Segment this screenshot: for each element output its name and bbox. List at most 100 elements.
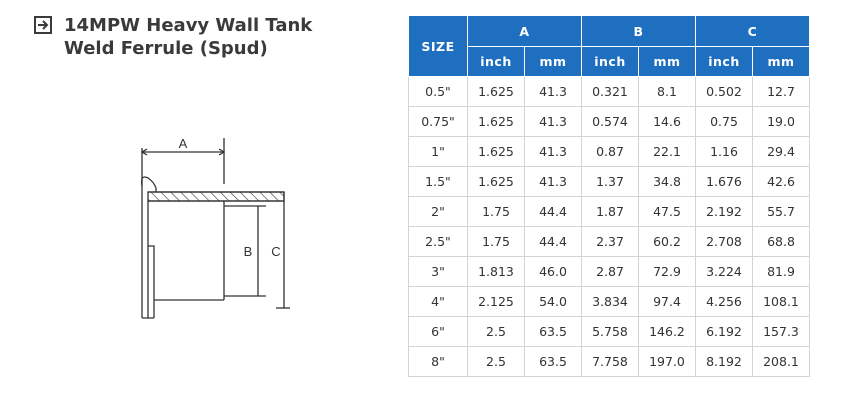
table-cell: 63.5 xyxy=(524,316,582,347)
size-cell: 6" xyxy=(408,316,468,347)
table-cell: 7.758 xyxy=(581,346,639,377)
table-cell: 14.6 xyxy=(638,106,696,137)
size-cell: 4" xyxy=(408,286,468,317)
unit-header: inch xyxy=(581,46,639,77)
table-cell: 29.4 xyxy=(752,136,810,167)
size-cell: 1.5" xyxy=(408,166,468,197)
table-cell: 2.37 xyxy=(581,226,639,257)
table-cell: 41.3 xyxy=(524,136,582,167)
table-row: 3" 1.813 46.0 2.87 72.9 3.224 81.9 xyxy=(408,256,810,287)
table-body: 0.5" 1.625 41.3 0.321 8.1 0.502 12.7 0.75" 1.625… xyxy=(408,76,810,377)
table-cell: 1.75 xyxy=(467,196,525,227)
table-cell: 63.5 xyxy=(524,346,582,377)
table-cell: 60.2 xyxy=(638,226,696,257)
table-cell: 6.192 xyxy=(695,316,753,347)
table-cell: 0.574 xyxy=(581,106,639,137)
table-cell: 34.8 xyxy=(638,166,696,197)
unit-header: mm xyxy=(638,46,696,77)
table-row: 0.75" 1.625 41.3 0.574 14.6 0.75 19.0 xyxy=(408,106,810,137)
table-cell: 97.4 xyxy=(638,286,696,317)
table-row: 2" 1.75 44.4 1.87 47.5 2.192 55.7 xyxy=(408,196,810,227)
unit-header: mm xyxy=(752,46,810,77)
table-cell: 0.502 xyxy=(695,76,753,107)
size-cell: 0.75" xyxy=(408,106,468,137)
table-cell: 1.676 xyxy=(695,166,753,197)
table-row: 4" 2.125 54.0 3.834 97.4 4.256 108.1 xyxy=(408,286,810,317)
table-cell: 2.87 xyxy=(581,256,639,287)
table-cell: 2.125 xyxy=(467,286,525,317)
arrow-right-icon xyxy=(34,16,52,34)
table-cell: 1.813 xyxy=(467,256,525,287)
size-cell: 1" xyxy=(408,136,468,167)
table-cell: 3.224 xyxy=(695,256,753,287)
table-cell: 41.3 xyxy=(524,106,582,137)
table-cell: 2.5 xyxy=(467,346,525,377)
table-row: 1.5" 1.625 41.3 1.37 34.8 1.676 42.6 xyxy=(408,166,810,197)
table-row: 8" 2.5 63.5 7.758 197.0 8.192 208.1 xyxy=(408,346,810,377)
size-cell: 3" xyxy=(408,256,468,287)
table-row: 2.5" 1.75 44.4 2.37 60.2 2.708 68.8 xyxy=(408,226,810,257)
unit-header: mm xyxy=(524,46,582,77)
table-row: 1" 1.625 41.3 0.87 22.1 1.16 29.4 xyxy=(408,136,810,167)
table-cell: 42.6 xyxy=(752,166,810,197)
table-cell: 108.1 xyxy=(752,286,810,317)
table-cell: 0.321 xyxy=(581,76,639,107)
table-cell: 2.5 xyxy=(467,316,525,347)
table-cell: 146.2 xyxy=(638,316,696,347)
dimension-a-label: A xyxy=(179,136,188,151)
table-cell: 68.8 xyxy=(752,226,810,257)
table-cell: 1.16 xyxy=(695,136,753,167)
dimension-c-label: C xyxy=(271,244,280,259)
table-cell: 8.1 xyxy=(638,76,696,107)
size-cell: 2.5" xyxy=(408,226,468,257)
table-cell: 0.87 xyxy=(581,136,639,167)
group-header-c: C xyxy=(695,15,810,47)
table-cell: 1.75 xyxy=(467,226,525,257)
table-cell: 44.4 xyxy=(524,196,582,227)
table-cell: 22.1 xyxy=(638,136,696,167)
title-line-1: 14MPW Heavy Wall Tank xyxy=(64,15,313,36)
table-cell: 1.625 xyxy=(467,106,525,137)
ferrule-diagram: A B C xyxy=(126,128,306,332)
table-cell: 41.3 xyxy=(524,76,582,107)
table-cell: 46.0 xyxy=(524,256,582,287)
table-cell: 1.625 xyxy=(467,136,525,167)
table-cell: 4.256 xyxy=(695,286,753,317)
table-cell: 47.5 xyxy=(638,196,696,227)
table-cell: 19.0 xyxy=(752,106,810,137)
table-cell: 72.9 xyxy=(638,256,696,287)
product-heading: 14MPW Heavy Wall Tank Weld Ferrule (Spud… xyxy=(34,14,312,60)
table-row: 0.5" 1.625 41.3 0.321 8.1 0.502 12.7 xyxy=(408,76,810,107)
table-cell: 2.708 xyxy=(695,226,753,257)
table-cell: 1.87 xyxy=(581,196,639,227)
size-cell: 0.5" xyxy=(408,76,468,107)
table-cell: 54.0 xyxy=(524,286,582,317)
dimension-b-label: B xyxy=(244,244,253,259)
unit-header: inch xyxy=(695,46,753,77)
table-cell: 208.1 xyxy=(752,346,810,377)
size-cell: 8" xyxy=(408,346,468,377)
table-cell: 3.834 xyxy=(581,286,639,317)
table-cell: 157.3 xyxy=(752,316,810,347)
table-cell: 41.3 xyxy=(524,166,582,197)
table-cell: 1.625 xyxy=(467,166,525,197)
group-header-a: A xyxy=(467,15,582,47)
table-cell: 55.7 xyxy=(752,196,810,227)
table-cell: 12.7 xyxy=(752,76,810,107)
size-cell: 2" xyxy=(408,196,468,227)
table-cell: 197.0 xyxy=(638,346,696,377)
table-cell: 2.192 xyxy=(695,196,753,227)
table-cell: 1.37 xyxy=(581,166,639,197)
table-row: 6" 2.5 63.5 5.758 146.2 6.192 157.3 xyxy=(408,316,810,347)
title-line-2: Weld Ferrule (Spud) xyxy=(64,38,268,59)
table-cell: 5.758 xyxy=(581,316,639,347)
unit-header: inch xyxy=(467,46,525,77)
page-title: 14MPW Heavy Wall Tank Weld Ferrule (Spud… xyxy=(64,14,312,60)
table-cell: 8.192 xyxy=(695,346,753,377)
table-cell: 1.625 xyxy=(467,76,525,107)
size-header: SIZE xyxy=(408,15,468,77)
table-cell: 0.75 xyxy=(695,106,753,137)
group-header-b: B xyxy=(581,15,696,47)
dimension-table: SIZE A B C inch mm inch mm inch mm 0.5" 1… xyxy=(408,15,810,377)
table-cell: 44.4 xyxy=(524,226,582,257)
